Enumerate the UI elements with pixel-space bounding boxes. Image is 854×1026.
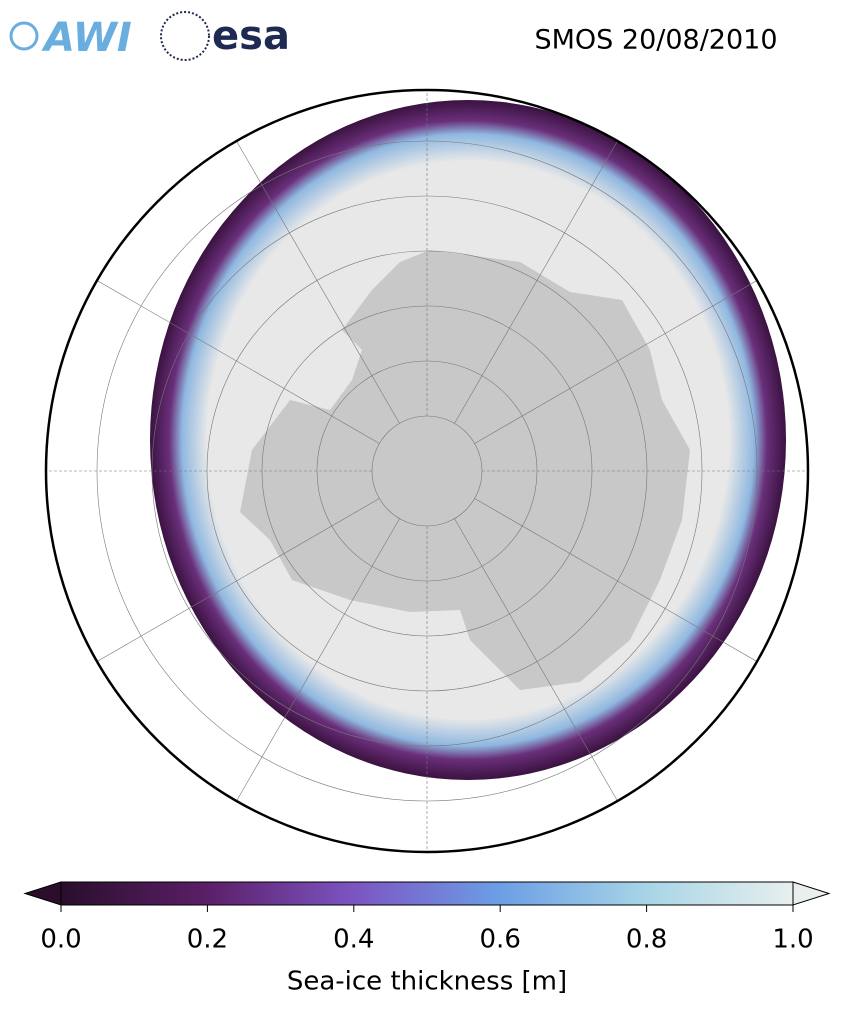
colorbar-extend-high — [792, 881, 831, 906]
meridian — [474, 275, 765, 444]
colorbar-tick-label: 0.4 — [333, 925, 374, 955]
meridian — [454, 133, 623, 424]
colorbar-tick-label: 0.6 — [480, 925, 521, 955]
esa-logo: esa — [212, 13, 290, 59]
colorbar-bar — [60, 881, 794, 906]
map-title: SMOS 20/08/2010 — [534, 25, 777, 56]
meridian — [474, 498, 765, 667]
colorbar-label: Sea-ice thickness [m] — [287, 967, 567, 997]
meridian — [231, 133, 400, 424]
logo-globe — [9, 21, 39, 51]
graticule — [46, 90, 808, 852]
awi-logo: AWI — [41, 15, 132, 61]
antarctica — [240, 250, 690, 690]
meridian — [454, 518, 623, 809]
colorbar-tick-label: 1.0 — [772, 925, 813, 955]
esa-mark — [160, 11, 210, 61]
map-border — [44, 88, 810, 854]
colorbar-tick-label: 0.0 — [40, 925, 81, 955]
colorbar-tick-label: 0.2 — [187, 925, 228, 955]
map — [46, 90, 808, 852]
logo-group: AWI esa — [9, 11, 290, 61]
colorbar — [23, 881, 831, 906]
colorbar-extend-low — [23, 881, 62, 906]
meridian — [89, 498, 380, 667]
meridian — [231, 518, 400, 809]
colorbar-tick-label: 0.8 — [626, 925, 667, 955]
meridian — [89, 275, 380, 444]
